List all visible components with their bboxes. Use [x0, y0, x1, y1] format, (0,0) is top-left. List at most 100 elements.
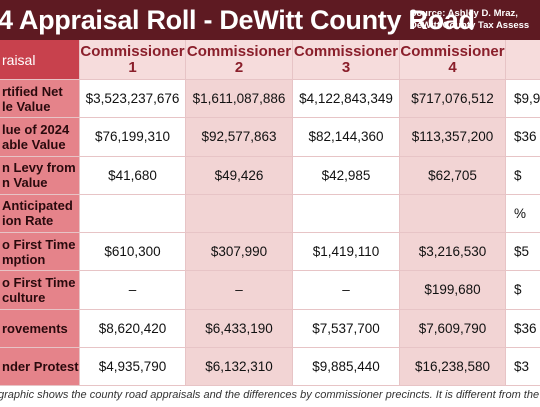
text-line: $	[514, 167, 522, 183]
text-line: le Value	[2, 98, 51, 114]
text-line: o First Time	[2, 274, 76, 290]
text-line: %	[514, 205, 527, 221]
cell-value: $3,523,237,676	[80, 80, 186, 119]
text-line: rovements	[2, 320, 68, 336]
row-label: n Levy from n Value	[0, 156, 80, 195]
text-line: –	[128, 282, 137, 298]
text-line: raisal	[2, 51, 36, 68]
cell-value: $41,680	[80, 156, 186, 195]
text-line: Commissioner	[293, 42, 399, 60]
cell-value: $49,426	[186, 156, 293, 195]
cell-value: $36	[506, 118, 540, 157]
text-line: 4	[448, 58, 457, 76]
text-line: $16,238,580	[414, 358, 491, 374]
row-label: lue of 2024 able Value	[0, 118, 80, 157]
text-line: $4,935,790	[98, 358, 167, 374]
text-line: $113,357,200	[411, 129, 494, 145]
text-line: $82,144,360	[308, 129, 384, 145]
cell-value: $3,216,530	[400, 233, 506, 272]
text-line: lue of 2024	[2, 121, 70, 137]
text-line: $62,705	[428, 167, 477, 183]
source-line: Source: Ashley D. Mraz,	[410, 8, 518, 19]
text-line: $610,300	[104, 244, 161, 260]
text-line: $42,985	[321, 167, 371, 183]
text-line: rtified Net	[2, 83, 63, 99]
column-header: Commissioner 1	[80, 40, 186, 80]
cell-value: $76,199,310	[80, 118, 186, 157]
cell-value: $8,620,420	[80, 309, 186, 348]
cell-value: $6,132,310	[186, 347, 293, 386]
cell-value: –	[80, 271, 186, 310]
text-line: able Value	[2, 136, 66, 152]
cell-value: $113,357,200	[400, 118, 506, 157]
title: 4 Appraisal Roll - DeWitt County Road	[0, 5, 475, 35]
text-line: $92,577,863	[201, 129, 277, 145]
cell-value: $9,885,440	[293, 347, 400, 386]
text-line: $717,076,512	[411, 91, 494, 107]
cell-value: $42,985	[293, 156, 400, 195]
source: Source: Ashley D. Mraz, DeWitt County Ta…	[410, 8, 529, 32]
text-line: $1,611,087,886	[192, 91, 286, 107]
cell-value: $7,537,700	[293, 309, 400, 348]
cell-value: $82,144,360	[293, 118, 400, 157]
cell-value: $717,076,512	[400, 80, 506, 119]
cell-value: $1,611,087,886	[186, 80, 293, 119]
text-line: $41,680	[108, 167, 157, 183]
text-line: $7,609,790	[418, 320, 487, 336]
column-header: raisal	[0, 40, 80, 80]
cell-value: $307,990	[186, 233, 293, 272]
text-line: Commissioner	[80, 42, 185, 60]
column-header: Commissioner 3	[293, 40, 400, 80]
cell-value: $7,609,790	[400, 309, 506, 348]
column-header	[506, 40, 540, 80]
row-label: nder Protest	[0, 347, 80, 386]
cell-value: –	[293, 271, 400, 310]
text-line: Commissioner	[400, 42, 505, 60]
text-line: $	[514, 282, 522, 298]
text-line: $199,680	[424, 282, 481, 298]
cell-value: $4,122,843,349	[293, 80, 400, 119]
cell-value: $62,705	[400, 156, 506, 195]
text-line: $6,132,310	[205, 358, 273, 374]
row-label: rovements	[0, 309, 80, 348]
row-label: rtified Net le Value	[0, 80, 80, 119]
text-line: Anticipated	[2, 198, 73, 214]
text-line: 3	[341, 58, 351, 76]
text-line: mption	[2, 251, 46, 267]
cell-value	[186, 194, 293, 233]
text-line: n Levy from	[2, 160, 76, 176]
text-line: 2	[234, 58, 244, 76]
cell-value: $16,238,580	[400, 347, 506, 386]
cell-value: –	[186, 271, 293, 310]
text-line: nder Protest	[2, 358, 79, 374]
text-line: $3,216,530	[418, 244, 487, 260]
cell-value: $199,680	[400, 271, 506, 310]
text-line: $36	[514, 320, 537, 336]
text-line: $4,122,843,349	[299, 91, 393, 107]
cell-value: $92,577,863	[186, 118, 293, 157]
row-label: o First Time mption	[0, 233, 80, 272]
text-line: –	[235, 282, 243, 298]
text-line: $9,9	[514, 91, 540, 107]
caption: graphic shows the county road appraisals…	[0, 389, 540, 401]
cell-value: $3	[506, 348, 540, 386]
text-line: $8,620,420	[98, 320, 167, 336]
text-line: culture	[2, 289, 46, 305]
source-line: DeWitt County Tax Assess	[410, 20, 530, 31]
cell-value	[80, 194, 186, 233]
row-label: Anticipated ion Rate	[0, 194, 80, 233]
text-line: $7,537,700	[312, 320, 380, 336]
cell-value: $1,419,110	[293, 233, 400, 272]
text-line: $76,199,310	[94, 129, 171, 145]
cell-value: $	[506, 157, 540, 195]
text-line: $36	[514, 129, 537, 145]
text-line: n Value	[2, 175, 48, 191]
cell-value: $5	[506, 233, 540, 272]
cell-value: $4,935,790	[80, 347, 186, 386]
text-line: o First Time	[2, 236, 76, 252]
cell-value: $36	[506, 310, 540, 348]
text-line: –	[342, 282, 350, 298]
column-header: Commissioner 4	[400, 40, 506, 80]
text-line: $3,523,237,676	[85, 91, 180, 107]
cell-value	[293, 194, 400, 233]
